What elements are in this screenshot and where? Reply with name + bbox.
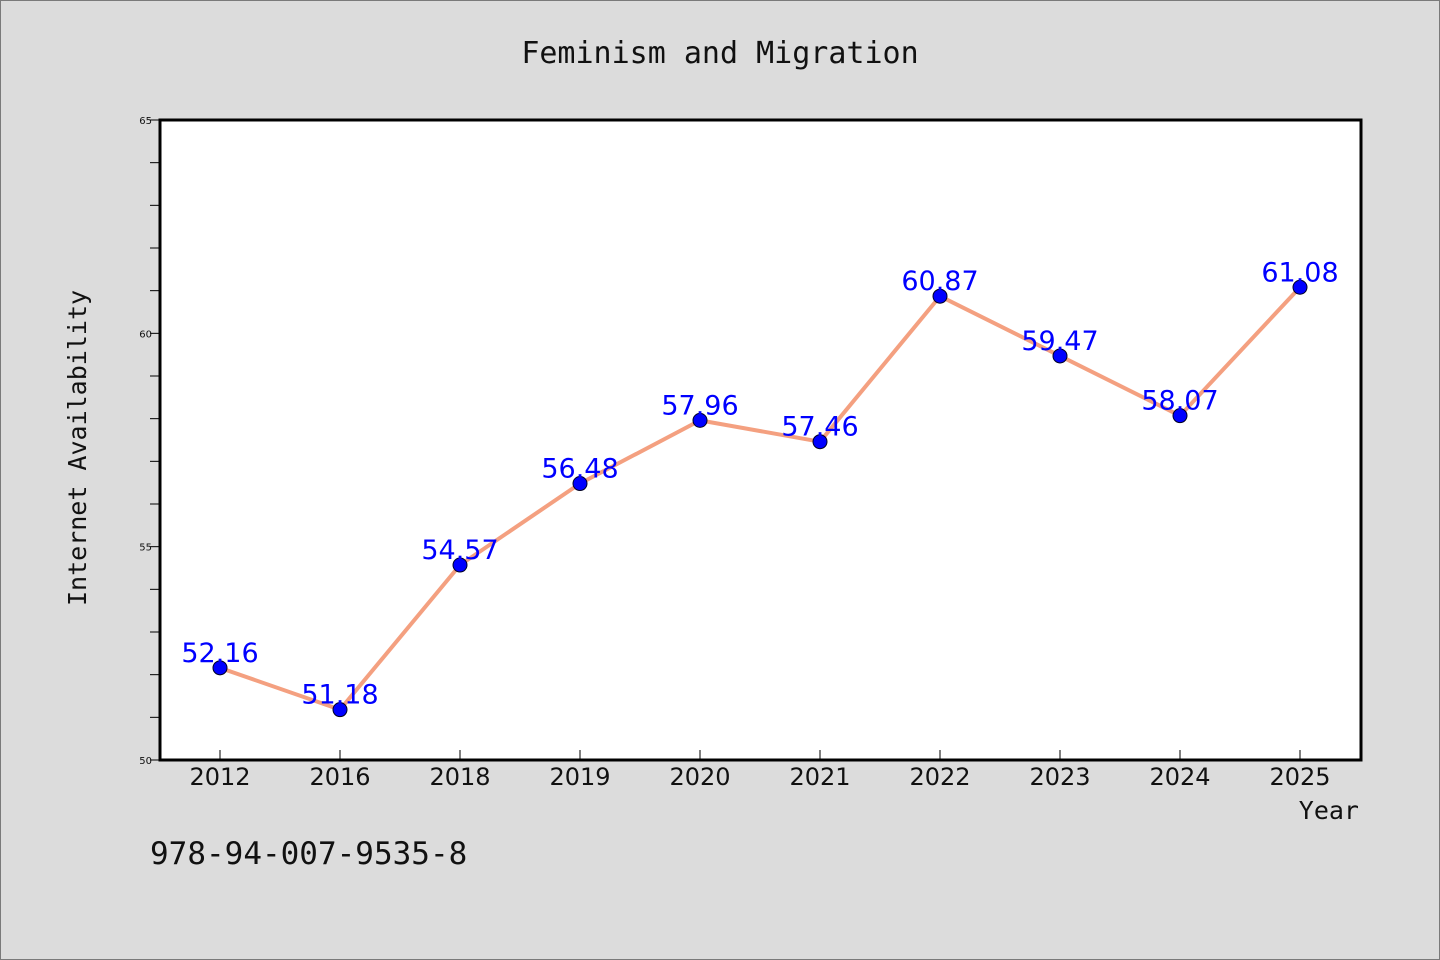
x-tick-label: 2025 xyxy=(1269,763,1330,791)
data-point xyxy=(692,412,708,428)
data-label: 60.87 xyxy=(901,266,978,297)
x-tick-label: 2021 xyxy=(789,763,850,791)
data-label: 52.16 xyxy=(181,638,258,669)
x-tick-label: 2019 xyxy=(549,763,610,791)
x-axis-label: Year xyxy=(1299,796,1359,825)
series-line xyxy=(219,285,1302,712)
data-label: 57.46 xyxy=(781,412,858,443)
y-axis-label: Internet Availability xyxy=(63,290,92,606)
series-markers xyxy=(212,279,1308,718)
chart-title: Feminism and Migration xyxy=(521,36,918,71)
y-tick-label: 60 xyxy=(139,329,152,340)
x-tick-label: 2020 xyxy=(669,763,730,791)
isbn-text: 978-94-007-9535-8 xyxy=(150,836,467,872)
data-point xyxy=(1292,279,1308,295)
x-tick-label: 2018 xyxy=(429,763,490,791)
data-label: 51.18 xyxy=(301,680,378,711)
plot-area xyxy=(158,118,1363,762)
data-point xyxy=(1172,408,1188,424)
data-point xyxy=(452,557,468,573)
data-point xyxy=(212,660,228,676)
y-tick-label: 55 xyxy=(139,543,152,554)
data-point xyxy=(332,702,348,718)
y-tick-label: 65 xyxy=(139,116,152,127)
data-label: 57.96 xyxy=(661,390,738,421)
y-axis: 50 55 60 65 xyxy=(139,116,159,767)
data-point xyxy=(572,476,588,492)
x-tick-label: 2022 xyxy=(909,763,970,791)
data-label: 56.48 xyxy=(541,454,618,485)
x-axis: 2012 2016 2018 2019 2020 2021 2022 2023 2024 2025 xyxy=(189,750,1331,791)
data-label: 61.08 xyxy=(1261,257,1338,288)
data-point xyxy=(1052,348,1068,364)
x-tick-label: 2024 xyxy=(1149,763,1210,791)
data-point xyxy=(932,288,948,304)
data-label: 54.57 xyxy=(421,535,498,566)
x-tick-label: 2016 xyxy=(309,763,370,791)
data-labels: 52.16 51.18 54.57 56.48 57.96 57.46 60.87 59.47… xyxy=(181,257,1338,710)
data-label: 59.47 xyxy=(1021,326,1098,357)
y-tick-label: 50 xyxy=(139,756,152,767)
data-point xyxy=(812,434,828,450)
data-label: 58.07 xyxy=(1141,386,1218,417)
x-tick-label: 2012 xyxy=(189,763,250,791)
x-tick-label: 2023 xyxy=(1029,763,1090,791)
